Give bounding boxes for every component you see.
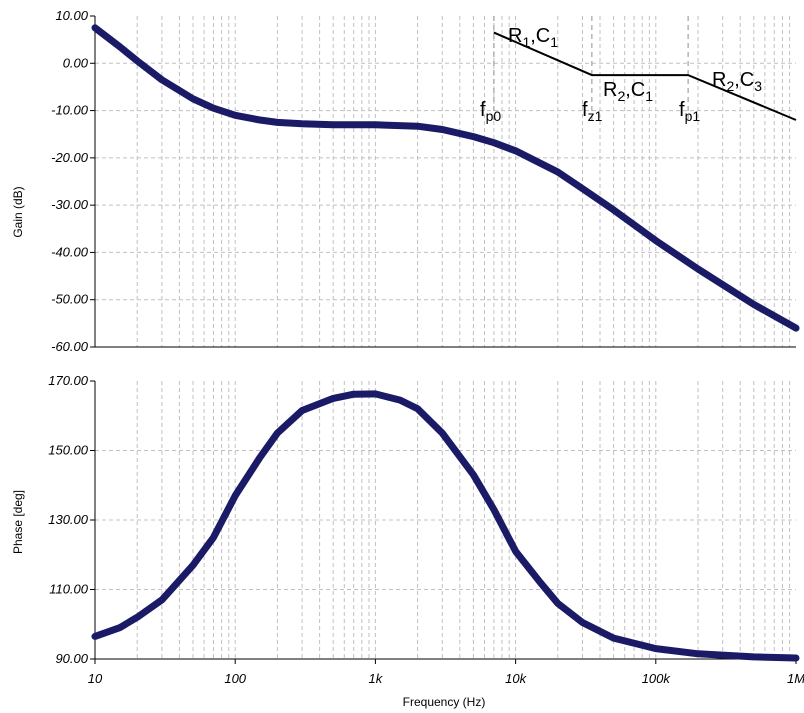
x-tick-label: 1k [369,671,384,686]
y-tick-label: -60.00 [51,339,89,354]
x-ticks: 10 100 1k 10k 100k 1M [88,659,804,686]
gain-frame [94,16,796,348]
phase-y-label: Phase [deg] [11,490,25,554]
x-tick-label: 100k [642,671,672,686]
annotation-fp0: fp0 [480,99,501,124]
annotation-main2: ,C [625,79,645,101]
y-tick-label: -20.00 [51,150,89,165]
pole-zero-marker-lines [493,16,689,120]
annotation-main: f [582,99,588,121]
annotation-sub: 1 [522,34,530,50]
annotation-fp1: fp1 [679,99,700,124]
annotation-sub: z1 [588,108,603,124]
annotation-sub: p1 [685,108,701,124]
annotation-sub: 2 [726,78,734,94]
annotation-sub: p0 [486,108,502,124]
y-tick-label: -50.00 [51,292,89,307]
y-tick-label: 130.00 [48,512,89,527]
annotation-main: R [603,79,617,101]
annotation-r2c1: R2,C1 [603,79,653,104]
y-tick-label: 90.00 [55,651,88,666]
y-tick-label: 170.00 [48,373,89,388]
annotation-sub: 2 [617,88,625,104]
annotation-r1c1: R1,C1 [508,25,558,50]
annotation-sub2: 1 [550,34,558,50]
y-tick-label: 10.00 [55,8,88,23]
y-tick-label: -10.00 [51,103,89,118]
annotation-main2: ,C [734,69,754,91]
annotation-main: f [679,99,685,121]
phase-grid [95,381,796,659]
y-tick-label: 110.00 [49,582,89,597]
y-tick-label: -40.00 [51,244,89,259]
x-axis-label: Frequency (Hz) [403,695,486,709]
gain-y-label: Gain (dB) [11,186,25,237]
x-tick-label: 100 [224,671,246,686]
gain-grid [95,16,796,347]
annotation-fz1: fz1 [582,99,603,124]
x-tick-label: 10k [505,671,527,686]
asymptote-line [493,31,797,121]
phase-curve [91,390,800,662]
annotation-main2: ,C [530,25,550,47]
annotation-main: f [480,99,486,121]
y-tick-label: 150.00 [48,443,89,458]
gain-curve [91,24,800,332]
annotation-r2c3: R2,C3 [712,69,762,94]
annotation-main: R [712,69,726,91]
x-tick-label: 10 [88,671,103,686]
y-tick-label: -30.00 [51,197,89,212]
phase-y-ticks: 170.00 150.00 130.00 110.00 90.00 [48,373,95,666]
annotation-sub2: 1 [645,88,653,104]
y-tick-label: 0.00 [63,55,89,70]
gain-y-ticks: 10.00 0.00 -10.00 -20.00 -30.00 -40.00 -50.00 -… [51,8,95,354]
x-tick-label: 1M [787,671,804,686]
annotation-sub2: 3 [754,78,762,94]
annotation-main: R [508,25,522,47]
